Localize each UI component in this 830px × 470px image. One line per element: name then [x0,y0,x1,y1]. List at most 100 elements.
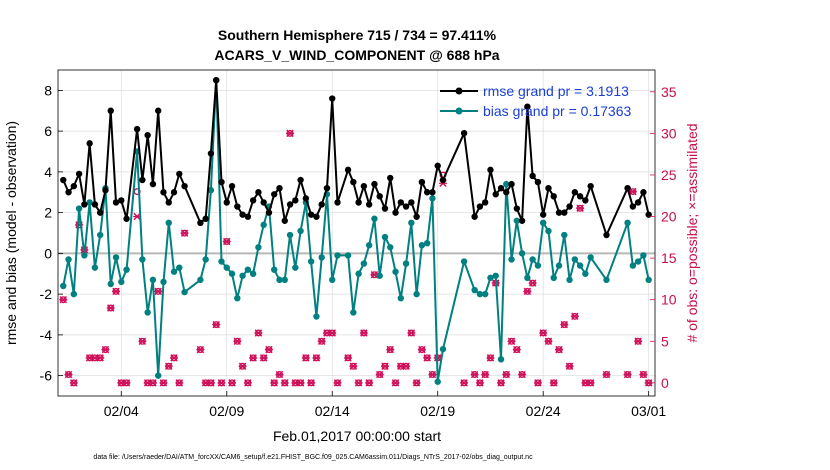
bias-point [640,252,647,259]
bias-point [297,227,304,235]
rmse-point [118,197,125,204]
bias-point [244,266,252,273]
bias-point [571,256,579,263]
bias-point [603,276,610,284]
rmse-point [213,76,220,84]
rmse-point [165,199,172,206]
bias-point [550,274,557,282]
rmse-point [350,178,357,186]
bias-point [555,262,563,269]
rmse-point [329,95,336,102]
rmse-point [508,180,515,188]
y-tick-label-right: 15 [661,250,677,266]
rmse-point [524,103,531,110]
y-tick-label-right: 25 [661,167,677,183]
rmse-point [276,184,283,192]
x-tick-label: 03/01 [631,403,666,419]
bias-point [397,295,405,302]
bias-point [582,270,589,277]
bias-point [576,262,584,269]
obs-assimilated-marker [523,287,532,296]
bias-point [197,276,204,284]
legend-bias-label: bias grand pr = 0.17363 [483,103,631,119]
obs-assimilated-marker [623,370,632,379]
rmse-point [397,199,405,206]
bias-point [334,252,341,259]
obs-assimilated-marker [301,354,310,362]
rmse-point [302,195,310,202]
rmse-point [265,209,273,216]
obs-assimilated-marker [212,320,221,329]
x-tick-label: 02/14 [315,403,350,419]
rmse-point [307,211,315,218]
bias-point [439,345,447,353]
rmse-point [355,199,362,206]
bias-point [118,278,125,286]
rmse-point [86,140,93,147]
obs-assimilated-marker [164,362,173,370]
bias-point [387,244,394,251]
x-axis-label: Feb.01,2017 00:00:00 start [273,428,441,444]
rmse-point [529,172,536,180]
bias-point [149,276,157,284]
bias-point [534,262,542,269]
bias-point [218,258,225,265]
rmse-point [460,129,468,137]
bias-point [518,250,526,257]
rmse-point [423,189,431,196]
bias-point [344,252,352,259]
obs-assimilated-marker [280,379,289,387]
bias-point [476,290,484,298]
rmse-point [566,203,573,210]
rmse-point [497,184,505,192]
rmse-point [603,231,610,239]
bias-point [249,270,257,277]
bias-point [513,217,521,224]
obs-assimilated-marker [428,370,437,379]
obs-assimilated-marker [69,379,78,387]
rmse-point [476,203,484,210]
obs-assimilated-marker [101,345,110,354]
obs-assimilated-marker [602,370,611,379]
data-file-footnote: data file: /Users/raeder/DAI/ATM_forcXX/… [93,454,533,461]
obs-assimilated-marker [639,370,648,379]
obs-assimilated-marker [412,379,421,387]
obs-assimilated-marker [555,345,564,354]
bias-point [81,252,88,259]
obs-assimilated-marker [576,204,585,212]
rmse-point [144,132,151,139]
bias-point [207,187,215,194]
bias-point [107,280,114,288]
obs-assimilated-marker [539,329,548,337]
bias-point [228,270,236,277]
obs-assimilated-marker [159,379,168,387]
rmse-point [582,197,589,204]
rmse-point [371,180,378,188]
bias-point [176,264,183,271]
y-tick-label-left: 8 [44,82,52,98]
obs-assimilated-marker [502,370,511,379]
rmse-point [539,211,547,218]
obs-assimilated-marker [486,354,495,362]
obs-assimilated-marker [148,379,157,387]
rmse-point [640,189,647,196]
rmse-point [75,170,83,178]
rmse-point [429,189,436,196]
bias-point [292,264,299,271]
rmse-point [70,182,78,190]
obs-assimilated-marker [317,337,326,346]
bias-point [487,274,494,282]
rmse-point [207,150,215,157]
obs-assimilated-marker [481,370,490,379]
bias-point [545,227,552,235]
bias-series [60,76,652,385]
rmse-point [439,176,447,184]
bias-point [481,290,489,298]
x-axis-ticks: 02/04 02/09 02/14 02/19 02/24 03/01 [104,391,666,419]
obs-assimilated-marker [528,279,537,287]
bias-point [260,221,267,229]
bias-point [144,309,151,316]
y-tick-label-left: -6 [40,368,53,384]
bias-point [434,378,441,385]
obs-assimilated-marker [254,329,263,337]
